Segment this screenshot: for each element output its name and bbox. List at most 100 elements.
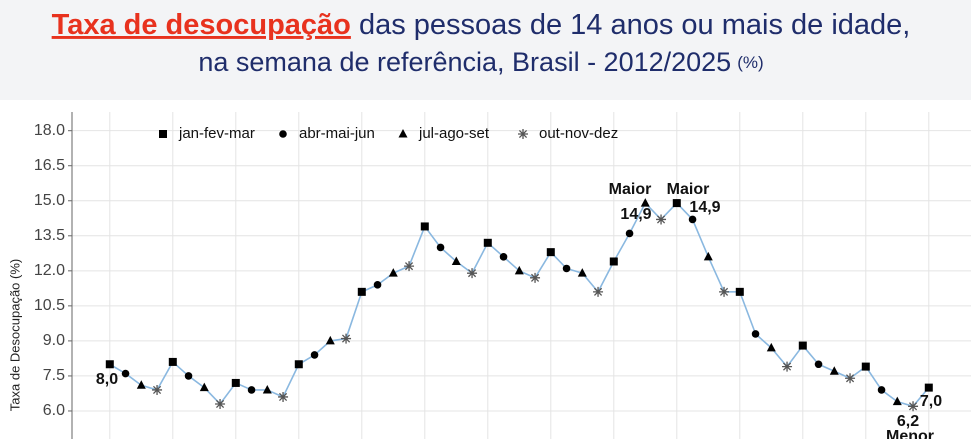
legend-label: jan-fev-mar <box>178 125 255 142</box>
annotation: 14,9 <box>620 206 651 223</box>
marker-shape <box>136 380 146 389</box>
line-segment <box>282 363 300 398</box>
marker-shape <box>262 384 272 394</box>
data-point <box>262 384 272 394</box>
line-segment <box>597 261 615 293</box>
line-segment <box>345 291 363 339</box>
marker-shape <box>908 401 919 412</box>
marker-shape <box>436 243 445 252</box>
annotation: Menor <box>886 428 934 439</box>
marker-shape <box>483 238 492 247</box>
marker-shape <box>310 351 319 359</box>
line-segment <box>156 361 174 391</box>
plot-area <box>72 112 971 439</box>
marker-shape <box>373 281 382 289</box>
line-segment <box>471 242 489 274</box>
data-point <box>656 214 667 225</box>
data-point <box>136 380 146 389</box>
legend-label: out-nov-dez <box>539 125 618 142</box>
marker-shape <box>562 264 571 273</box>
data-point <box>593 286 604 297</box>
marker-shape <box>215 398 226 409</box>
legend-label: abr-mai-jun <box>299 125 375 142</box>
y-tick-label: 12.0 <box>34 262 65 279</box>
y-tick-label: 15.0 <box>34 192 65 209</box>
data-point <box>436 243 445 252</box>
data-point <box>766 342 776 352</box>
title-highlight: Taxa de desocupação <box>52 9 351 41</box>
annotation: Maior <box>609 181 652 198</box>
y-axis-title: Taxa de Desocupação (%) <box>7 259 22 411</box>
y-tick-label: 13.5 <box>34 227 65 244</box>
marker-shape <box>388 268 398 277</box>
data-point <box>325 335 335 345</box>
marker-shape <box>152 384 163 395</box>
data-point <box>609 257 618 266</box>
data-point <box>199 382 209 392</box>
data-point <box>798 341 807 350</box>
marker-shape <box>357 287 366 296</box>
data-point <box>341 333 352 344</box>
marker-shape <box>499 253 508 261</box>
data-point <box>703 251 713 261</box>
legend-marker <box>279 130 287 138</box>
marker-shape <box>451 256 461 265</box>
data-point <box>278 391 289 402</box>
data-point <box>719 286 730 297</box>
data-point <box>231 378 240 387</box>
marker-shape <box>199 382 209 392</box>
data-point <box>105 360 114 369</box>
chart-title: Taxa de desocupação das pessoas de 14 an… <box>52 9 911 41</box>
marker-shape <box>703 251 713 261</box>
marker-shape <box>105 360 114 369</box>
annotation: 7,0 <box>920 393 942 410</box>
marker-shape <box>530 272 541 283</box>
line-segment <box>739 291 757 335</box>
data-point <box>640 198 650 207</box>
data-point <box>530 272 541 283</box>
marker-shape <box>924 383 933 392</box>
legend-label: jul-ago-set <box>418 125 490 142</box>
annotation: 6,2 <box>897 413 919 430</box>
data-point <box>215 398 226 409</box>
marker-shape <box>798 341 807 350</box>
data-point <box>514 265 524 275</box>
marker-shape <box>467 268 478 279</box>
marker-shape <box>546 248 555 257</box>
marker-shape <box>341 333 352 344</box>
line-segment <box>534 251 552 279</box>
line-segment <box>613 233 631 262</box>
annotation: 14,9 <box>689 199 720 216</box>
marker-shape <box>159 130 167 138</box>
data-point <box>625 229 634 238</box>
chart-subtitle: na semana de referência, Brasil - 2012/2… <box>198 47 763 77</box>
marker-shape <box>640 198 650 207</box>
data-point <box>829 366 839 375</box>
annotation: 8,0 <box>96 371 118 388</box>
marker-shape <box>782 361 793 372</box>
marker-shape <box>279 130 287 138</box>
marker-shape <box>735 287 744 296</box>
data-point <box>184 372 193 380</box>
data-point <box>782 361 793 372</box>
marker-shape <box>247 386 256 394</box>
marker-shape <box>829 366 839 375</box>
data-point <box>168 357 177 366</box>
data-point <box>152 384 163 395</box>
data-point <box>845 373 856 384</box>
marker-shape <box>845 373 856 384</box>
data-point <box>499 253 508 261</box>
legend-marker <box>398 129 408 138</box>
marker-shape <box>184 372 193 380</box>
data-point <box>892 396 902 406</box>
title-unit: (%) <box>737 53 763 72</box>
marker-shape <box>518 129 528 139</box>
marker-shape <box>609 257 618 266</box>
data-point <box>877 386 886 394</box>
marker-shape <box>719 286 730 297</box>
annotation: Maior <box>667 181 710 198</box>
marker-shape <box>672 199 681 208</box>
data-point <box>908 401 919 412</box>
